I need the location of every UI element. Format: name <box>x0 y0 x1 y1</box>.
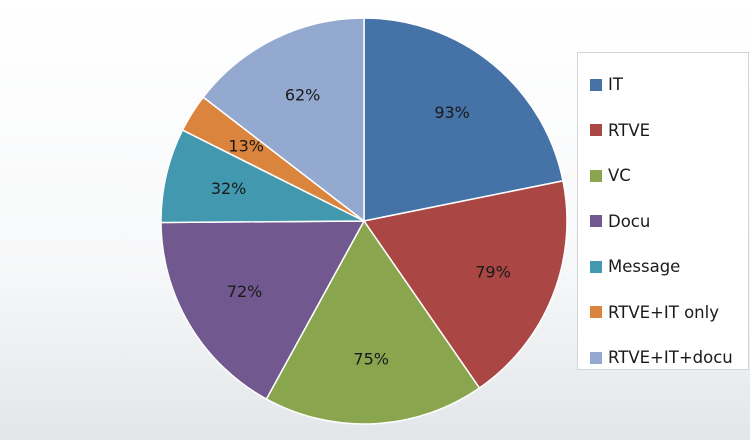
legend-swatch <box>590 124 602 137</box>
data-label: 62% <box>285 86 321 105</box>
pie-slice-rtve-it-docu <box>202 17 365 223</box>
legend-item: VC <box>578 153 748 199</box>
legend-label: Docu <box>608 211 651 231</box>
legend-swatch <box>590 215 602 228</box>
pie-slice-rtve <box>362 179 568 390</box>
legend-item: Message <box>578 244 748 290</box>
legend-swatch <box>590 169 602 182</box>
data-label: 75% <box>353 349 389 368</box>
legend-label: IT <box>608 75 623 95</box>
pie-slice-message <box>160 129 365 224</box>
legend-label: VC <box>608 166 631 186</box>
legend-label: Message <box>608 257 681 277</box>
data-label: 79% <box>475 263 511 282</box>
legend-swatch <box>590 78 602 91</box>
legend-item: RTVE+IT only <box>578 290 748 336</box>
pie-slice-docu <box>160 220 366 401</box>
legend-item: RTVE+IT+docu <box>578 335 748 381</box>
legend: IT RTVE VC Docu Message RTVE+IT only RTVE+IT+d… <box>577 52 749 370</box>
legend-label: RTVE+IT only <box>608 302 719 322</box>
data-label: 72% <box>227 282 263 301</box>
legend-label: RTVE <box>608 120 651 140</box>
pie-slice-it <box>363 17 564 222</box>
data-label: 32% <box>211 179 247 198</box>
legend-swatch <box>590 260 602 273</box>
legend-swatch <box>590 306 602 319</box>
legend-item: Docu <box>578 199 748 245</box>
legend-label: RTVE+IT+docu <box>608 348 733 368</box>
legend-swatch <box>590 351 602 364</box>
pie-slice-vc <box>265 219 481 425</box>
data-label: 13% <box>228 137 264 156</box>
data-label: 93% <box>434 103 470 122</box>
legend-item: IT <box>578 62 748 108</box>
legend-item: RTVE <box>578 108 748 154</box>
